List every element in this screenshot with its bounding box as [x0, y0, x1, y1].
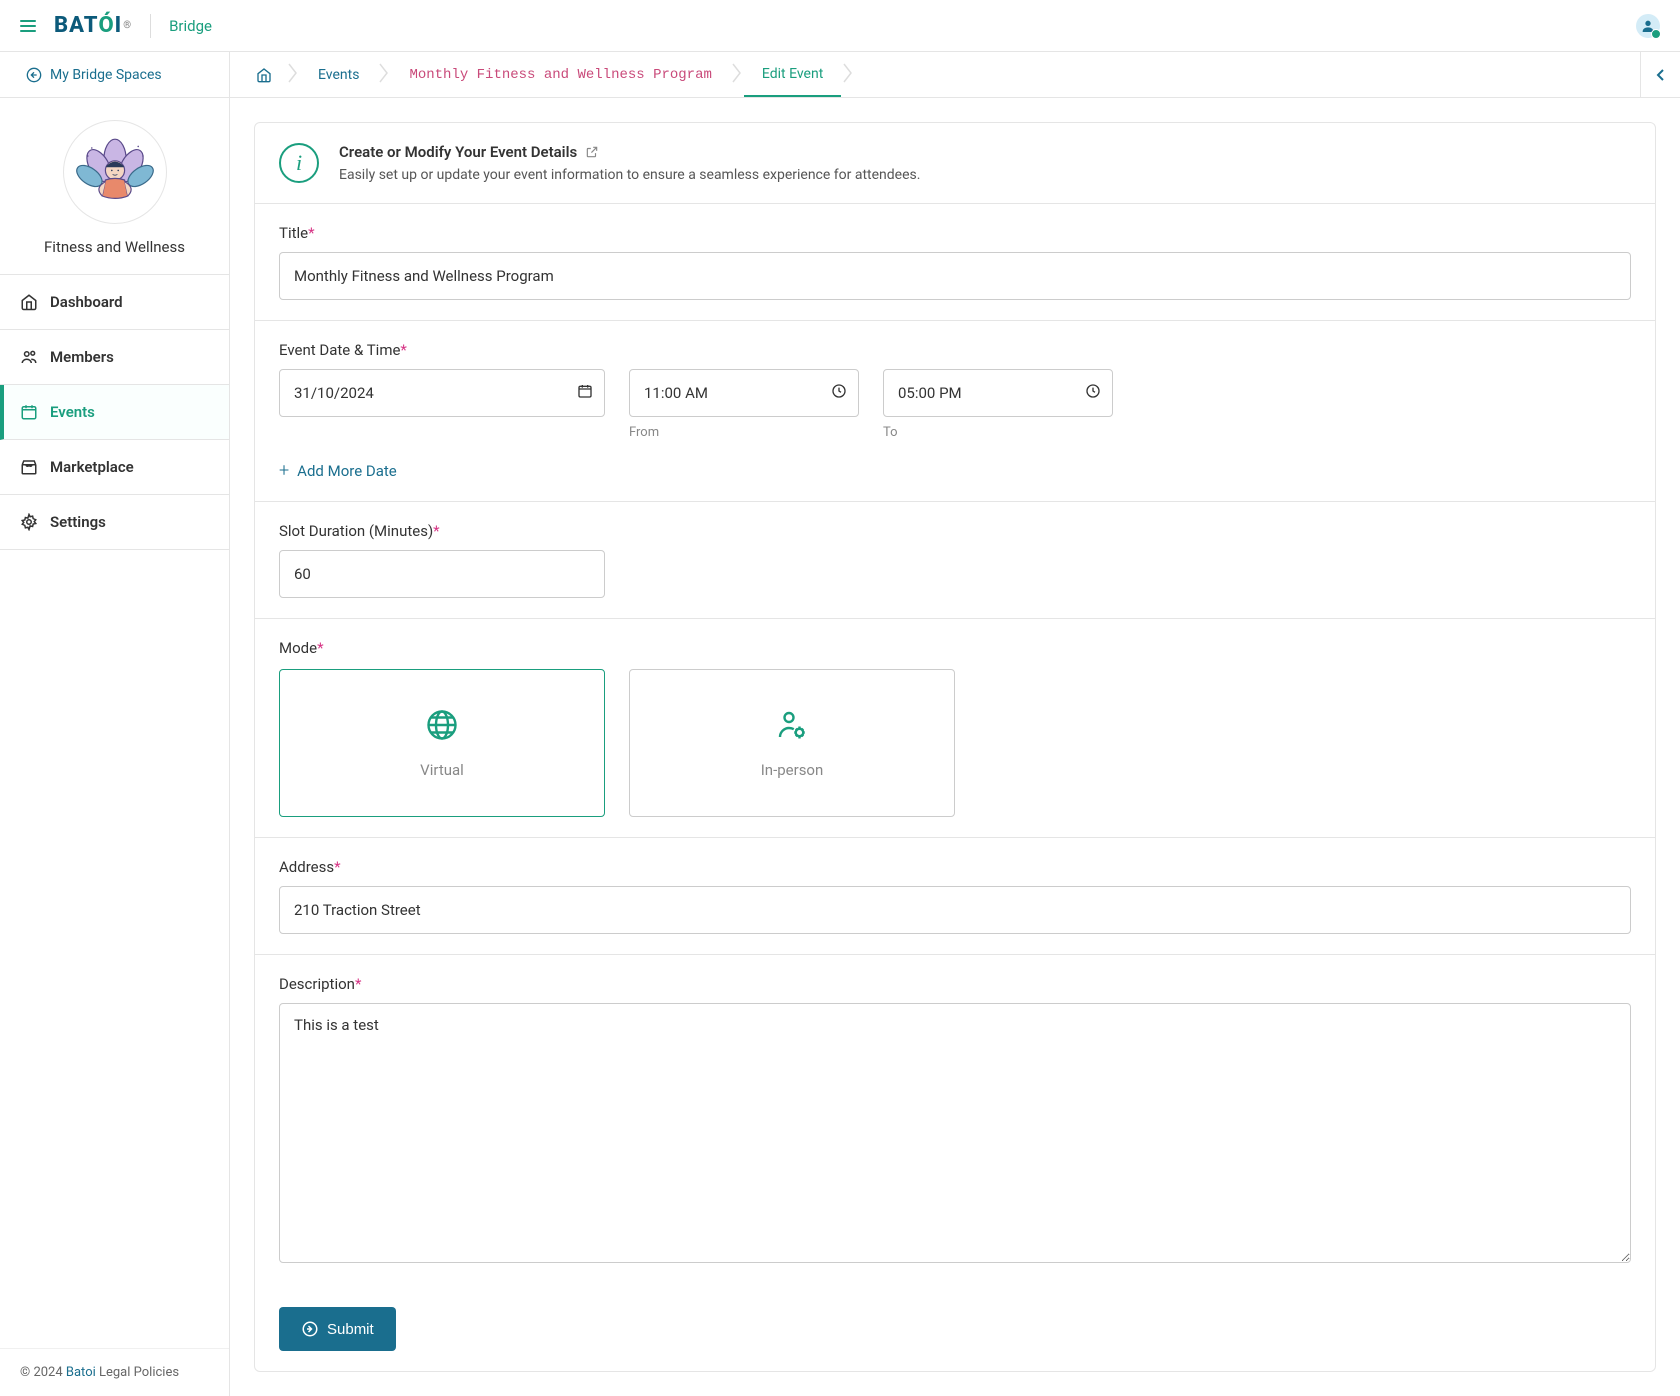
title-label: Title*	[279, 224, 1631, 242]
bridge-label[interactable]: Bridge	[169, 17, 212, 35]
top-header: BATÓI® Bridge	[0, 0, 1680, 52]
chevron-right-icon	[379, 63, 389, 87]
chevron-right-icon	[843, 63, 853, 87]
time-to-input[interactable]	[883, 369, 1113, 417]
info-box: i Create or Modify Your Event Details Ea…	[255, 123, 1655, 204]
description-input[interactable]	[279, 1003, 1631, 1263]
collapse-button[interactable]	[1640, 52, 1680, 97]
sidebar-item-label: Settings	[50, 513, 106, 531]
description-label: Description*	[279, 975, 1631, 993]
title-section: Title*	[255, 204, 1655, 321]
chevron-right-icon	[732, 63, 742, 87]
breadcrumb: Events Monthly Fitness and Wellness Prog…	[230, 52, 1640, 97]
sidebar-item-events[interactable]: Events	[0, 385, 229, 440]
arrow-circle-icon	[301, 1320, 319, 1338]
logo-divider	[150, 14, 151, 38]
title-input[interactable]	[279, 252, 1631, 300]
person-gear-icon	[774, 707, 810, 743]
globe-icon	[424, 707, 460, 743]
add-more-date-button[interactable]: + Add More Date	[279, 460, 397, 481]
gear-icon	[20, 513, 38, 531]
slot-input[interactable]	[279, 550, 605, 598]
slot-section: Slot Duration (Minutes)*	[255, 502, 1655, 619]
users-icon	[20, 348, 38, 366]
address-label: Address*	[279, 858, 1631, 876]
datetime-section: Event Date & Time*	[255, 321, 1655, 502]
mode-label: Mode*	[279, 639, 1631, 657]
breadcrumb-edit-event[interactable]: Edit Event	[744, 52, 841, 97]
time-to-hint: To	[883, 425, 1113, 440]
mode-label-text: In-person	[761, 761, 824, 779]
logo-i: I	[115, 13, 123, 38]
sidebar-item-members[interactable]: Members	[0, 330, 229, 385]
breadcrumb-bar: My Bridge Spaces Events Monthly Fitness …	[0, 52, 1680, 98]
sidebar-footer: © 2024 Batoi Legal Policies	[0, 1348, 229, 1396]
breadcrumb-program[interactable]: Monthly Fitness and Wellness Program	[391, 52, 729, 97]
sidebar-item-dashboard[interactable]: Dashboard	[0, 275, 229, 330]
sidebar: Fitness and Wellness Dashboard Members E…	[0, 98, 230, 1396]
address-section: Address*	[255, 838, 1655, 955]
footer-legal[interactable]: Legal Policies	[96, 1365, 179, 1380]
info-title: Create or Modify Your Event Details	[339, 143, 599, 161]
sidebar-item-label: Events	[50, 403, 95, 421]
logo[interactable]: BATÓI®	[54, 13, 132, 38]
user-avatar[interactable]	[1636, 14, 1660, 38]
sidebar-item-label: Dashboard	[50, 293, 123, 311]
shop-icon	[20, 458, 38, 476]
sidebar-item-label: Marketplace	[50, 458, 134, 476]
main-content: i Create or Modify Your Event Details Ea…	[230, 98, 1680, 1396]
mode-virtual[interactable]: Virtual	[279, 669, 605, 817]
home-icon	[20, 293, 38, 311]
space-name: Fitness and Wellness	[10, 238, 219, 256]
info-icon: i	[279, 143, 319, 183]
breadcrumb-events[interactable]: Events	[300, 52, 377, 97]
form-card: i Create or Modify Your Event Details Ea…	[254, 122, 1656, 1372]
sidebar-item-marketplace[interactable]: Marketplace	[0, 440, 229, 495]
back-button[interactable]: My Bridge Spaces	[0, 52, 230, 97]
time-from-input[interactable]	[629, 369, 859, 417]
back-label: My Bridge Spaces	[50, 67, 162, 83]
menu-toggle-icon[interactable]	[20, 20, 36, 32]
space-header: Fitness and Wellness	[0, 98, 229, 274]
footer-batoi-link[interactable]: Batoi	[66, 1365, 96, 1380]
submit-section: Submit	[255, 1287, 1655, 1371]
sidebar-item-settings[interactable]: Settings	[0, 495, 229, 550]
mode-section: Mode* Virtual In-person	[255, 619, 1655, 838]
chevron-right-icon	[288, 63, 298, 87]
submit-button[interactable]: Submit	[279, 1307, 396, 1351]
logo-text: BAT	[54, 13, 98, 38]
home-icon	[256, 67, 272, 83]
address-input[interactable]	[279, 886, 1631, 934]
space-avatar	[63, 120, 167, 224]
breadcrumb-home[interactable]	[256, 52, 286, 97]
slot-label: Slot Duration (Minutes)*	[279, 522, 1631, 540]
mode-in-person[interactable]: In-person	[629, 669, 955, 817]
datetime-label: Event Date & Time*	[279, 341, 1631, 359]
mode-label-text: Virtual	[420, 761, 464, 779]
sidebar-item-label: Members	[50, 348, 114, 366]
external-link-icon[interactable]	[585, 145, 599, 159]
sidebar-nav: Dashboard Members Events Marketplace Set…	[0, 274, 229, 550]
description-section: Description*	[255, 955, 1655, 1287]
date-input[interactable]	[279, 369, 605, 417]
info-desc: Easily set up or update your event infor…	[339, 167, 920, 183]
time-from-hint: From	[629, 425, 859, 440]
calendar-icon	[20, 403, 38, 421]
